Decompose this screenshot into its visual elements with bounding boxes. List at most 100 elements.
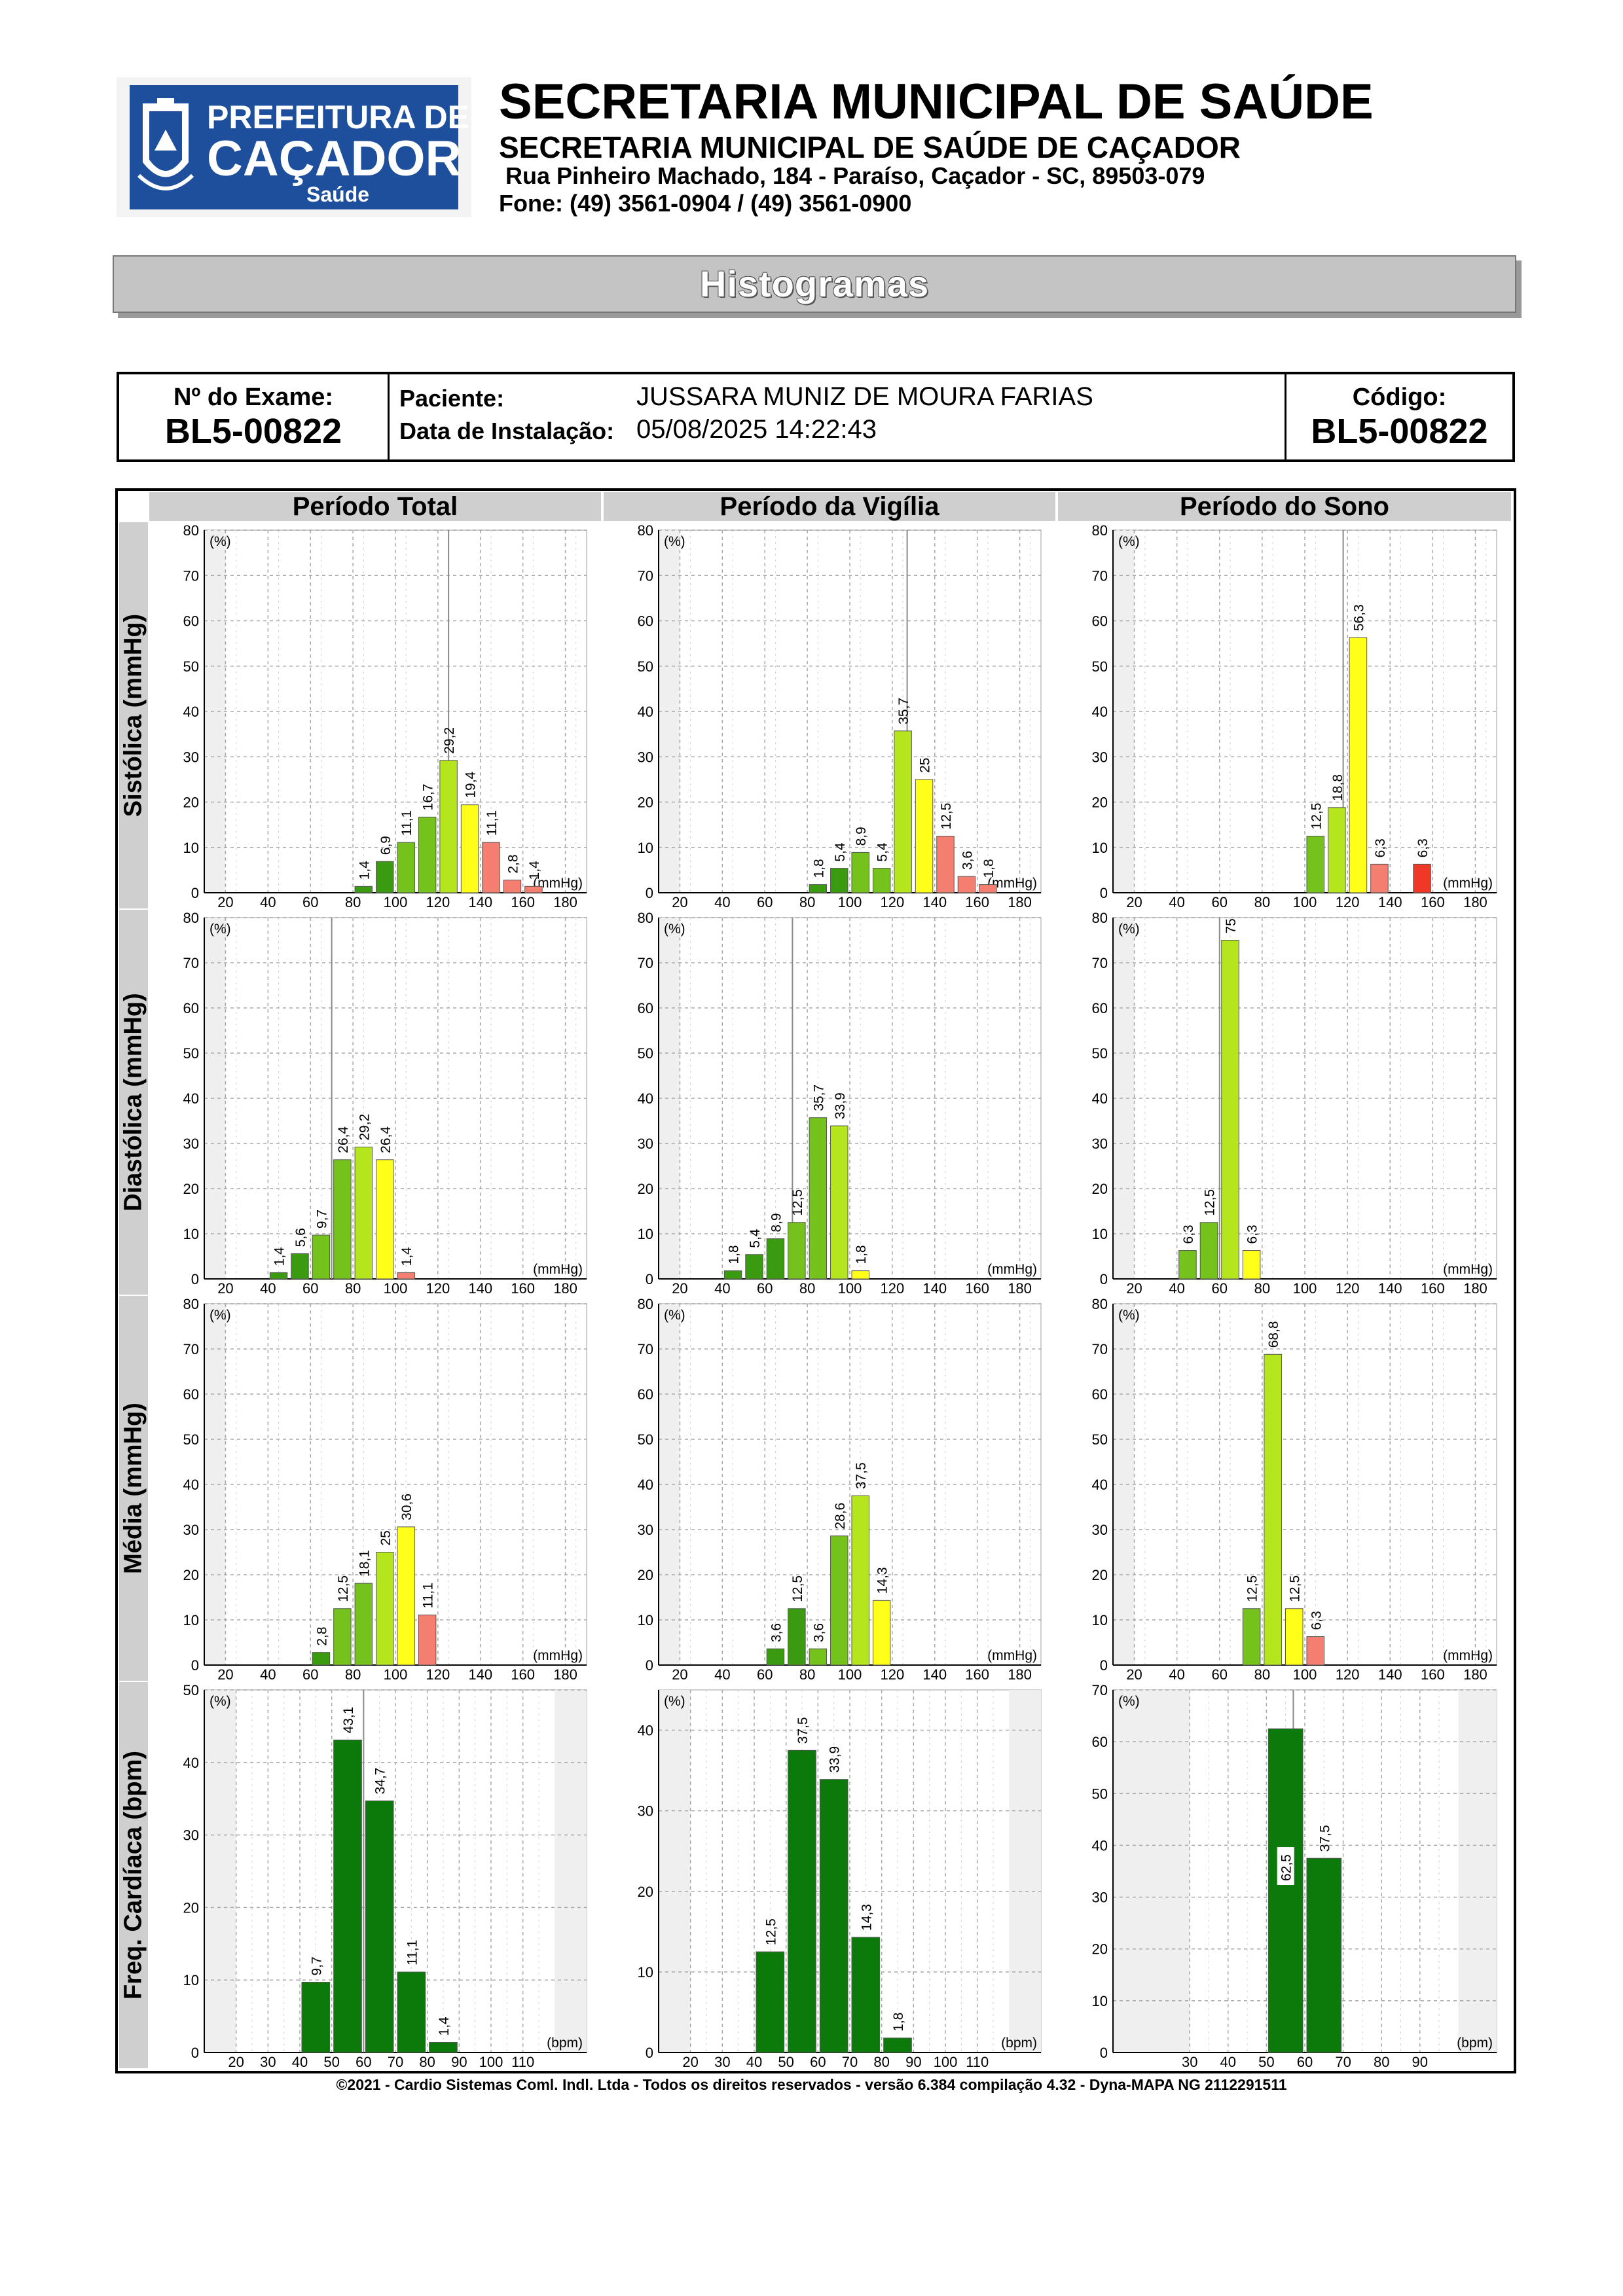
histogram-bar — [301, 1982, 331, 2053]
x-unit-label: (mmHg) — [1443, 876, 1493, 891]
y-tick-label: 20 — [638, 1181, 653, 1197]
exam-info-box: Nº do Exame: BL5-00822 Paciente: Data de… — [117, 372, 1515, 462]
y-tick-label: 60 — [1092, 1000, 1108, 1016]
y-tick-label: 50 — [183, 1045, 199, 1062]
bar-value-label: 12,5 — [790, 1575, 805, 1602]
bar-value-label: 19,4 — [464, 771, 479, 798]
column-header-total: Período Total — [149, 492, 601, 521]
y-unit-label: (%) — [1118, 922, 1140, 937]
y-tick-label: 30 — [638, 1803, 653, 1820]
histogram-chart: 0 10 20 30 40 50 60 70 30 40 50 60 70 80 90 (%) (bpm) 62,… — [1092, 1682, 1497, 2068]
x-tick-label: 80 — [1254, 1666, 1270, 1681]
x-tick-label: 20 — [217, 1280, 233, 1295]
x-unit-label: (mmHg) — [1443, 1648, 1493, 1663]
y-tick-label: 0 — [1100, 1271, 1108, 1287]
y-tick-label: 60 — [183, 1386, 199, 1403]
histogram-bar — [439, 760, 458, 893]
row-header-media: Média (mmHg) — [119, 1296, 148, 1681]
x-tick-label: 60 — [302, 1666, 318, 1681]
y-tick-label: 50 — [183, 1431, 199, 1448]
x-tick-label: 120 — [426, 1666, 450, 1681]
y-tick-label: 40 — [638, 704, 653, 720]
histogram-bar — [1267, 1728, 1304, 2053]
x-unit-label: (mmHg) — [987, 876, 1037, 891]
x-tick-label: 180 — [553, 1666, 577, 1681]
bar-value-label: 14,3 — [859, 1904, 874, 1931]
bar-value-label: 16,7 — [421, 783, 436, 810]
y-unit-label: (%) — [664, 534, 685, 549]
y-tick-label: 60 — [638, 613, 653, 630]
x-tick-label: 20 — [217, 894, 233, 908]
info-divider — [388, 374, 390, 459]
code-value: BL5-00822 — [1311, 412, 1488, 451]
y-tick-label: 80 — [638, 522, 653, 539]
y-tick-label: 60 — [183, 1000, 199, 1016]
y-tick-label: 50 — [638, 1045, 653, 1062]
y-tick-label: 10 — [1092, 1226, 1108, 1242]
histogram-chart: 0 10 20 30 40 50 60 70 80 20 40 60 80 100 120 140 160 180… — [1092, 522, 1497, 908]
plot-margin-left — [1113, 1304, 1135, 1665]
y-tick-label: 70 — [638, 955, 653, 971]
x-tick-label: 60 — [1212, 1280, 1228, 1295]
bar-value-label: 12,5 — [790, 1189, 805, 1216]
histogram-bar — [482, 842, 500, 893]
bar-value-label: 8,9 — [769, 1213, 784, 1232]
bar-value-label: 12,5 — [1288, 1575, 1303, 1602]
x-tick-label: 60 — [302, 894, 318, 908]
x-tick-label: 80 — [1374, 2054, 1389, 2068]
x-tick-label: 160 — [1421, 894, 1445, 908]
bar-value-label: 18,8 — [1330, 774, 1345, 801]
histogram-bar — [915, 779, 934, 893]
y-unit-label: (%) — [664, 922, 685, 937]
x-tick-label: 20 — [1126, 1666, 1142, 1681]
plot-margin-left — [1113, 1690, 1190, 2053]
bar-value-label: 3,6 — [960, 851, 975, 870]
x-tick-label: 40 — [1220, 2054, 1236, 2068]
x-tick-label: 100 — [384, 1280, 408, 1295]
y-tick-label: 30 — [1092, 1136, 1108, 1152]
histogram-bar — [397, 1272, 415, 1280]
histogram-bar — [460, 804, 479, 893]
x-tick-label: 160 — [1421, 1666, 1445, 1681]
plot-margin-right — [555, 1690, 587, 2053]
y-tick-label: 20 — [183, 1899, 199, 1916]
x-tick-label: 40 — [1169, 1280, 1184, 1295]
bar-value-label: 35,7 — [896, 698, 911, 725]
y-tick-label: 20 — [638, 1567, 653, 1583]
plot-margin-left — [204, 1690, 236, 2053]
y-tick-label: 20 — [183, 1181, 199, 1197]
bar-value-label: 1,4 — [527, 861, 542, 880]
y-tick-label: 10 — [183, 1226, 199, 1242]
x-tick-label: 120 — [1336, 1666, 1360, 1681]
x-tick-label: 40 — [292, 2054, 308, 2068]
bar-value-label: 6,3 — [1181, 1225, 1196, 1244]
y-tick-label: 50 — [638, 658, 653, 675]
x-tick-label: 90 — [905, 2054, 921, 2068]
y-tick-label: 80 — [1092, 1296, 1108, 1312]
x-tick-label: 140 — [468, 894, 492, 908]
header-subtitle: SECRETARIA MUNICIPAL DE SAÚDE DE CAÇADOR — [499, 130, 1241, 164]
histogram-bar — [723, 1270, 742, 1280]
histogram-bar — [1328, 807, 1346, 893]
histogram-bar — [809, 1648, 828, 1666]
bar-value-label: 9,7 — [309, 1956, 324, 1975]
y-tick-label: 40 — [1092, 704, 1108, 720]
y-tick-label: 70 — [1092, 955, 1108, 971]
histogram-bar — [788, 1749, 816, 2053]
x-tick-label: 140 — [1378, 894, 1402, 908]
y-tick-label: 20 — [1092, 1181, 1108, 1197]
bar-value-label: 18,1 — [357, 1550, 372, 1577]
y-tick-label: 60 — [1092, 613, 1108, 630]
y-unit-label: (%) — [1118, 1308, 1140, 1323]
histogram-bar — [333, 1739, 362, 2053]
histogram-bar — [354, 1147, 373, 1280]
bar-value-label: 29,2 — [357, 1114, 372, 1141]
histogram-bar — [397, 842, 415, 893]
y-tick-label: 20 — [638, 795, 653, 811]
histogram-bar — [851, 1270, 869, 1280]
y-tick-label: 40 — [183, 1090, 199, 1107]
x-tick-label: 120 — [881, 894, 905, 908]
y-tick-label: 0 — [646, 2045, 653, 2061]
y-tick-label: 0 — [646, 1657, 653, 1674]
x-tick-label: 70 — [388, 2054, 403, 2068]
